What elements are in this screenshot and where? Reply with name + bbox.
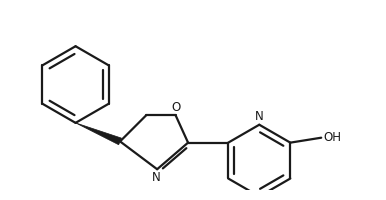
Polygon shape [76, 123, 122, 145]
Text: N: N [255, 110, 264, 123]
Text: OH: OH [324, 131, 342, 144]
Text: N: N [152, 171, 160, 184]
Text: O: O [172, 101, 181, 114]
